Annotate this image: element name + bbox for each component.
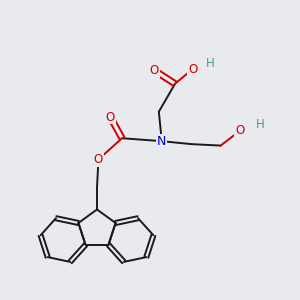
Text: O: O — [188, 62, 197, 76]
Text: O: O — [150, 64, 159, 77]
Text: O: O — [94, 153, 103, 166]
Text: O: O — [106, 110, 115, 124]
Text: H: H — [206, 57, 215, 70]
Text: H: H — [256, 118, 265, 131]
Text: O: O — [235, 124, 244, 137]
Text: N: N — [157, 135, 167, 148]
